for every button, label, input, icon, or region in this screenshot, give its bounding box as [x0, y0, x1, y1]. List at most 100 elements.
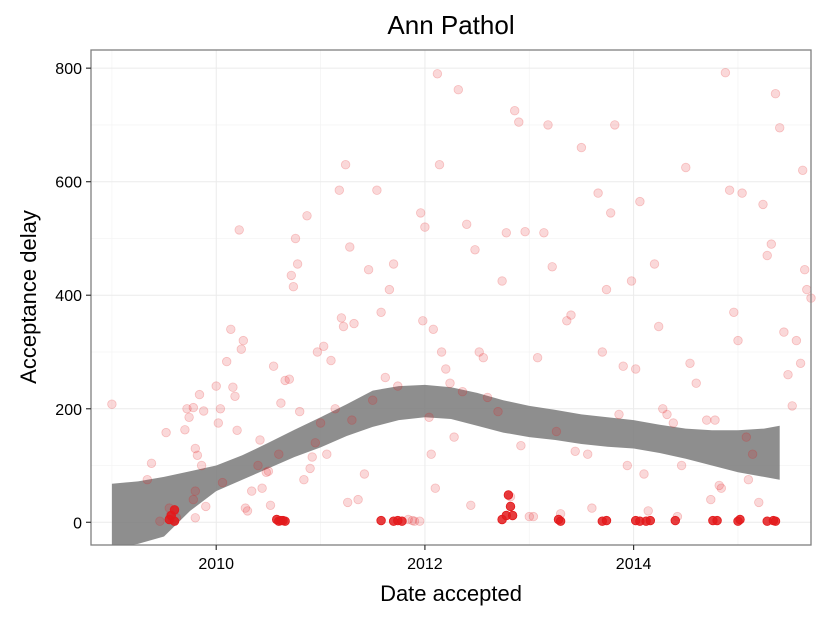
data-point	[747, 449, 758, 459]
data-point	[466, 500, 476, 511]
data-point	[743, 475, 754, 485]
data-point	[762, 250, 772, 261]
data-point	[349, 318, 359, 329]
data-point	[551, 426, 562, 437]
y-tick-label: 600	[55, 175, 82, 192]
data-point	[393, 381, 403, 391]
data-point	[626, 276, 637, 286]
data-point	[702, 415, 712, 425]
data-point	[201, 501, 211, 512]
data-point	[424, 412, 434, 423]
data-point	[622, 460, 633, 471]
data-point	[188, 494, 199, 505]
data-point	[232, 425, 242, 436]
y-axis-title: Acceptance delay	[16, 210, 41, 384]
data-point	[226, 324, 236, 335]
data-point	[310, 438, 321, 448]
data-point	[430, 483, 441, 493]
data-point	[524, 511, 535, 522]
data-point	[295, 406, 305, 417]
data-point	[691, 378, 701, 388]
data-point	[587, 503, 597, 513]
data-point	[795, 358, 806, 369]
data-point	[733, 335, 743, 346]
data-point	[453, 84, 464, 95]
data-point	[340, 159, 351, 170]
data-point	[384, 284, 395, 295]
data-point	[428, 324, 439, 335]
data-point	[221, 356, 232, 367]
data-point	[330, 404, 340, 414]
data-point	[188, 402, 199, 413]
data-point	[228, 382, 238, 392]
data-point	[681, 162, 691, 173]
data-point	[288, 282, 299, 292]
x-axis-title: Date accepted	[380, 581, 522, 606]
data-point	[242, 506, 253, 516]
data-point	[261, 467, 272, 478]
data-point	[735, 514, 745, 525]
data-point	[284, 374, 295, 384]
data-point	[353, 494, 363, 505]
data-point	[146, 458, 157, 469]
data-point	[436, 347, 447, 357]
data-point	[714, 480, 724, 491]
data-point	[462, 219, 472, 230]
data-point	[182, 404, 192, 414]
data-point	[668, 418, 679, 428]
data-point	[474, 347, 484, 357]
y-tick-label: 400	[55, 288, 82, 305]
data-point	[770, 516, 781, 526]
data-point	[169, 505, 180, 515]
data-point	[265, 500, 276, 511]
data-point	[658, 404, 668, 414]
data-point	[215, 404, 226, 414]
data-point	[770, 88, 781, 99]
data-point	[737, 188, 747, 198]
data-point	[376, 307, 386, 318]
data-point	[800, 265, 810, 275]
data-point	[345, 242, 355, 252]
y-tick-label: 200	[55, 402, 82, 419]
data-point	[618, 361, 628, 371]
data-point	[593, 188, 603, 198]
data-point	[257, 483, 267, 493]
data-point	[562, 316, 572, 326]
data-point	[758, 199, 768, 210]
data-point	[190, 513, 201, 523]
data-point	[290, 233, 301, 244]
data-point	[302, 211, 312, 221]
data-point	[478, 353, 489, 363]
data-point	[161, 427, 171, 438]
data-point	[372, 185, 382, 195]
data-point	[710, 415, 720, 425]
data-point	[426, 449, 436, 459]
data-point	[255, 435, 265, 445]
data-point	[802, 284, 812, 295]
chart-title: Ann Pathol	[387, 10, 514, 40]
data-point	[493, 406, 503, 417]
data-point	[280, 516, 290, 526]
data-point	[510, 105, 520, 116]
data-point	[280, 375, 290, 386]
data-point	[194, 389, 205, 400]
data-point	[583, 449, 593, 459]
data-point	[416, 208, 426, 218]
data-point	[482, 392, 493, 403]
data-point	[236, 344, 247, 354]
data-point	[729, 307, 739, 318]
data-point	[409, 516, 420, 526]
data-point	[336, 313, 347, 323]
data-point	[388, 259, 399, 269]
data-point	[547, 262, 557, 272]
data-point	[155, 516, 165, 526]
data-point	[676, 460, 687, 471]
y-axis: 0 200 400 600 800	[55, 61, 91, 532]
data-point	[507, 510, 518, 521]
data-point	[631, 364, 641, 374]
data-point	[610, 120, 620, 130]
data-point	[169, 516, 180, 526]
data-point	[520, 226, 530, 237]
data-point	[368, 395, 378, 405]
data-point	[299, 475, 309, 485]
